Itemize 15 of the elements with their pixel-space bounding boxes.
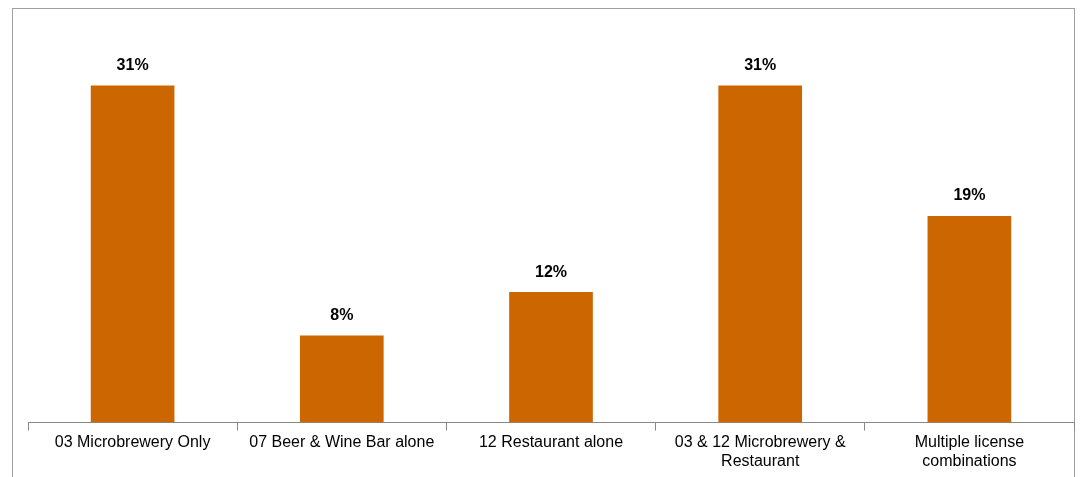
bar — [718, 85, 803, 423]
x-tick-label: Multiple license combinations — [914, 432, 1025, 469]
x-tick-label: 07 Beer & Wine Bar alone — [249, 432, 435, 450]
x-tick-label: 03 Microbrewery Only — [54, 432, 211, 450]
data-label: 31% — [744, 55, 777, 73]
x-tick-label: 03 & 12 Microbrewery & Restaurant — [674, 432, 846, 469]
bar — [299, 335, 384, 423]
data-label: 8% — [330, 306, 354, 324]
bar — [927, 215, 1012, 423]
data-label: 31% — [116, 55, 149, 73]
bar — [90, 85, 175, 423]
data-label: 12% — [534, 262, 568, 280]
data-label: 19% — [953, 186, 986, 204]
x-tick-label: 12 Restaurant alone — [478, 432, 624, 450]
bar — [509, 292, 593, 423]
